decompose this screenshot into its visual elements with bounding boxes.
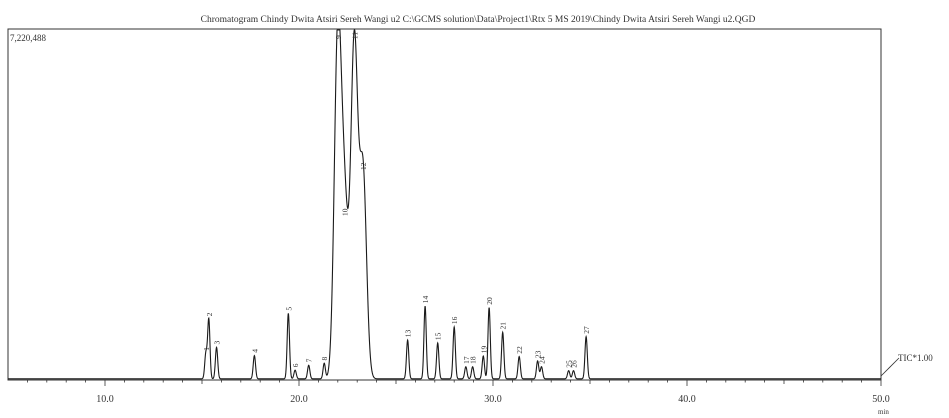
y-max-label: 7,220,488: [10, 33, 47, 43]
peak-label: 7: [305, 358, 314, 362]
tic-trace: [8, 29, 881, 380]
peak-label: 24: [538, 356, 547, 364]
peak-label: 23: [534, 350, 543, 358]
chart-title: Chromatogram Chindy Dwita Atsiri Sereh W…: [201, 15, 756, 25]
peak-label: 2: [205, 312, 214, 316]
x-tick-label: 10.0: [96, 394, 114, 405]
peak-label: 10: [341, 208, 350, 216]
peak-label: 12: [359, 162, 368, 170]
x-axis: 10.0 20.0 30.0 40.0 50.0: [8, 379, 890, 405]
plot-frame: [7, 28, 882, 381]
x-tick-label: 20.0: [290, 394, 308, 405]
peak-label: 6: [291, 363, 300, 367]
peak-label: 8: [320, 357, 329, 361]
x-tick-label: 40.0: [678, 394, 696, 405]
peak-label: 13: [404, 329, 413, 337]
trace-label: TIC*1.00: [898, 353, 933, 363]
peak-label: 19: [479, 345, 488, 353]
peak-label: 25: [565, 360, 574, 368]
peak-label: 18: [469, 356, 478, 364]
peak-label: 17: [462, 356, 471, 364]
x-tick-label: 50.0: [872, 394, 890, 405]
x-tick-label: 30.0: [484, 394, 502, 405]
peak-label: 1: [202, 347, 211, 351]
peak-label: 16: [450, 316, 459, 324]
peak-label: 22: [515, 346, 524, 354]
peak-label: 15: [434, 332, 443, 340]
peak-label: 3: [213, 341, 222, 345]
peak-label: 26: [570, 360, 579, 368]
peak-label: 4: [250, 349, 259, 353]
x-unit-label: min: [878, 408, 889, 416]
peak-label: 21: [499, 322, 508, 330]
peak-label: 14: [421, 296, 430, 304]
peak-labels: 1234567891011121314151617181920212223242…: [202, 32, 591, 368]
peak-label: 5: [284, 307, 293, 311]
peak-label: 20: [485, 297, 494, 305]
trace-label-leader: [880, 357, 900, 377]
peak-label: 27: [582, 326, 591, 334]
peak-label: 11: [350, 32, 359, 39]
peak-label: 9: [334, 35, 343, 39]
